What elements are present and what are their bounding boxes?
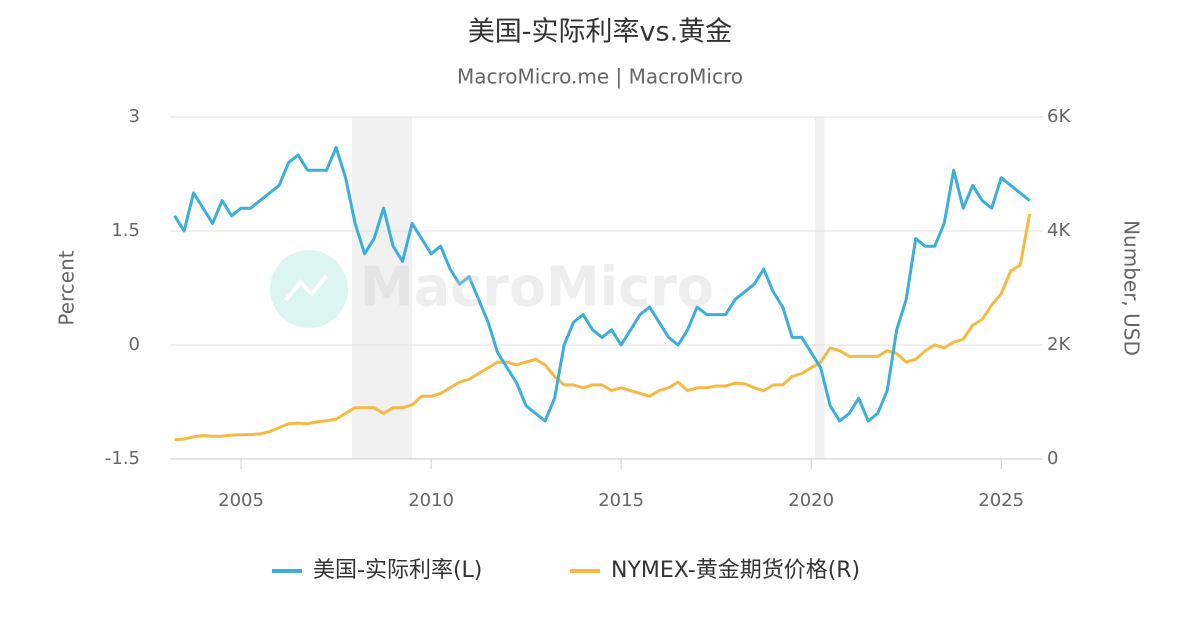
y-tick-label: 0 xyxy=(129,334,140,355)
x-tick-label: 2025 xyxy=(978,490,1024,511)
x-tick-label: 2015 xyxy=(598,490,644,511)
plot: -1.5 0 1.5 3 0 2K 4K 6K 2005 2010 2015 2020 2025 xyxy=(105,106,1072,511)
x-tick-label: 2020 xyxy=(788,490,834,511)
y2-tick-label: 0 xyxy=(1047,448,1058,469)
y2-tick-label: 4K xyxy=(1047,220,1071,241)
series-line xyxy=(174,213,1032,442)
series-line xyxy=(173,145,1031,423)
watermark-text: MacroMicro xyxy=(360,256,714,319)
x-tick-label: 2010 xyxy=(408,490,454,511)
y-tick-label: -1.5 xyxy=(105,448,140,469)
y2-tick-label: 6K xyxy=(1047,106,1071,127)
watermark-logo xyxy=(270,250,348,328)
shaded-range xyxy=(352,117,413,459)
y-axis-title: Percent xyxy=(55,250,79,325)
watermark-logo-icon xyxy=(284,274,328,302)
x-tick-label: 2005 xyxy=(218,490,264,511)
legend-label[interactable]: 美国-实际利率(L) xyxy=(313,558,482,583)
legend: 美国-实际利率(L) NYMEX-黄金期货价格(R) xyxy=(272,558,860,583)
chart-title: 美国-实际利率vs.黄金 xyxy=(468,17,732,48)
watermark: MacroMicro xyxy=(270,250,714,328)
y-tick-label: 1.5 xyxy=(111,220,140,241)
y-tick-label: 3 xyxy=(129,106,140,127)
y2-axis-title: Number, USD xyxy=(1120,220,1144,356)
chart-subtitle: MacroMicro.me | MacroMicro xyxy=(457,65,743,89)
shaded-range xyxy=(814,117,825,459)
legend-label[interactable]: NYMEX-黄金期货价格(R) xyxy=(611,558,860,583)
y2-tick-label: 2K xyxy=(1047,334,1071,355)
